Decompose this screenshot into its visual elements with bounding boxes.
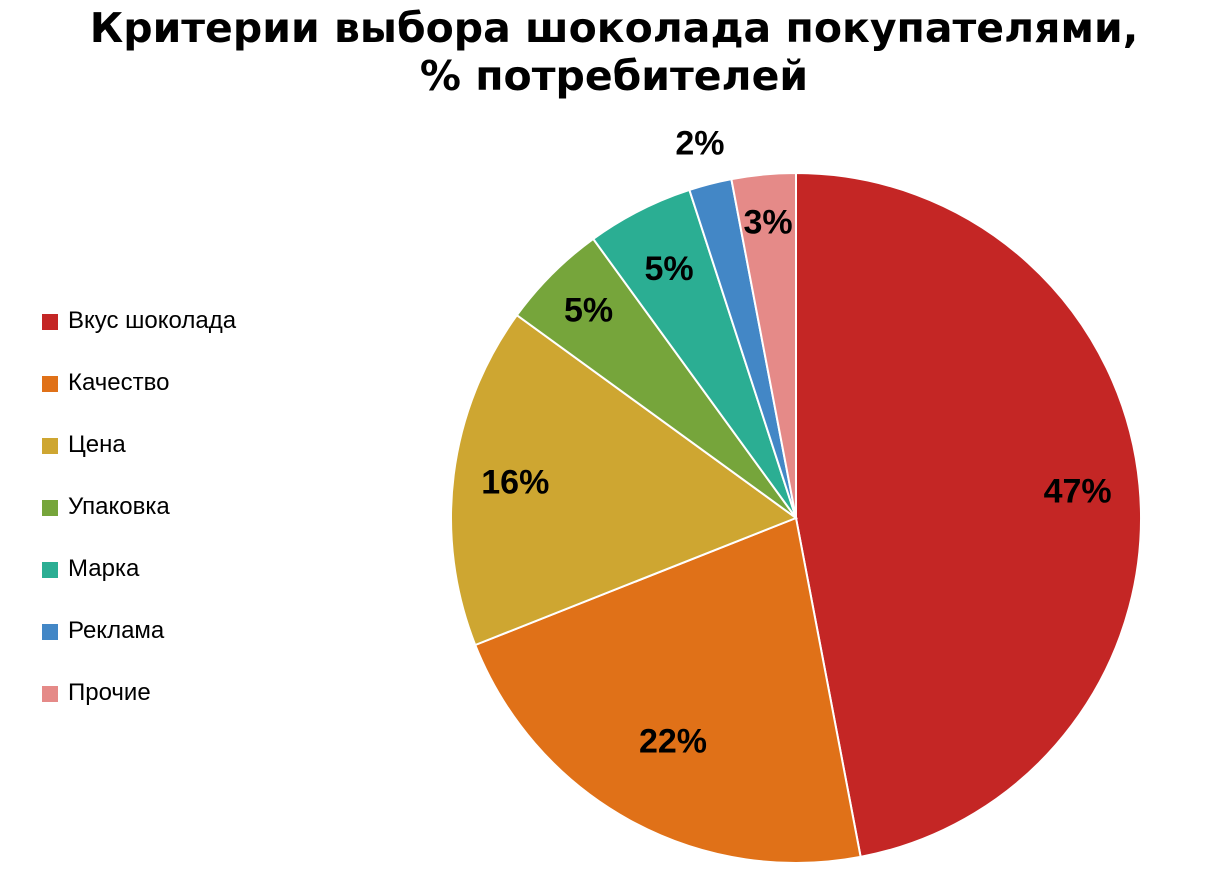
chart-title-line-2: % потребителей	[419, 52, 809, 100]
data-label-taste: 47%	[1044, 472, 1112, 510]
legend-item-price: Цена	[42, 430, 342, 492]
legend-swatch-price	[42, 438, 58, 454]
legend-item-other: Прочие	[42, 678, 342, 740]
legend-item-quality: Качество	[42, 368, 342, 430]
data-label-brand: 5%	[645, 250, 694, 288]
legend-label-brand: Марка	[68, 555, 140, 582]
legend-swatch-packaging	[42, 500, 58, 516]
pie-slice-price	[450, 313, 799, 647]
legend-item-brand: Марка	[42, 554, 342, 616]
data-label-packaging: 5%	[564, 292, 613, 330]
chart-legend: Вкус шоколада Качество Цена Упаковка Мар…	[42, 306, 342, 740]
legend-label-price: Цена	[68, 431, 126, 458]
pie-slice-taste	[795, 171, 1143, 859]
legend-label-quality: Качество	[68, 369, 170, 396]
legend-swatch-taste	[42, 314, 58, 330]
legend-item-packaging: Упаковка	[42, 492, 342, 554]
chart-title: Критерии выбора шоколада покупателями, %…	[0, 4, 1210, 100]
data-label-quality: 22%	[639, 723, 707, 761]
legend-swatch-quality	[42, 376, 58, 392]
legend-swatch-brand	[42, 562, 58, 578]
pie-slice-quality	[473, 516, 862, 864]
legend-label-packaging: Упаковка	[68, 493, 170, 520]
legend-item-taste: Вкус шоколада	[42, 306, 342, 368]
legend-label-other: Прочие	[68, 679, 151, 706]
legend-item-advertising: Реклама	[42, 616, 342, 678]
legend-swatch-other	[42, 686, 58, 702]
legend-label-taste: Вкус шоколада	[68, 307, 237, 334]
data-label-other: 3%	[744, 204, 793, 242]
legend-swatch-advertising	[42, 624, 58, 640]
legend-label-advertising: Реклама	[68, 617, 165, 644]
pie-slice-other	[730, 171, 797, 519]
chart-title-line-1: Критерии выбора шоколада покупателями,	[89, 4, 1139, 52]
data-label-price: 16%	[481, 464, 549, 502]
data-label-advertising: 2%	[675, 125, 724, 163]
